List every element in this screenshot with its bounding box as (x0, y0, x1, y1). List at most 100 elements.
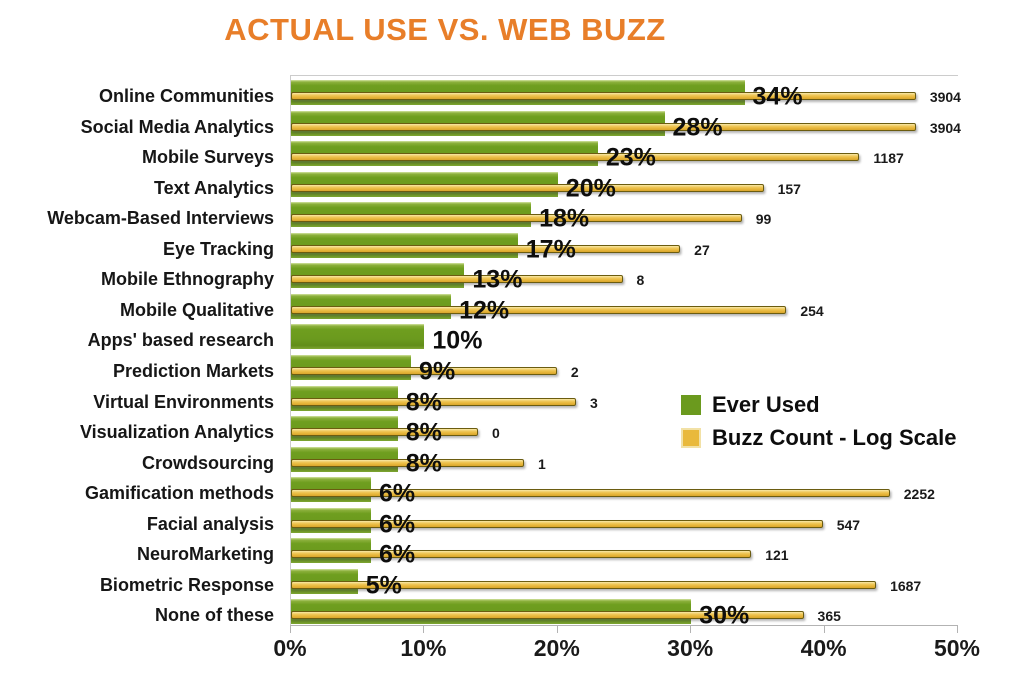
chart-row: 10% (291, 320, 958, 355)
buzz-count-label: 365 (817, 608, 841, 625)
percent-label: 6% (379, 540, 416, 569)
percent-label: 10% (432, 326, 483, 355)
category-label: Mobile Surveys (141, 147, 274, 168)
buzz-bar (291, 153, 860, 162)
x-axis-tick-label: 40% (800, 635, 847, 661)
category-label: Mobile Ethnography (101, 269, 274, 290)
buzz-count-label: 1687 (890, 577, 922, 594)
chart-row: 18% 99 (291, 198, 958, 233)
x-axis-tick-label: 10% (400, 635, 447, 661)
legend-label: Buzz Count - Log Scale (712, 424, 957, 450)
buzz-bar (291, 305, 787, 314)
percent-label: 6% (379, 479, 416, 508)
category-label: Webcam-Based Interviews (47, 208, 274, 229)
legend-label: Ever Used (712, 391, 820, 417)
category-label: Crowdsourcing (141, 452, 274, 473)
percent-label: 8% (405, 449, 442, 478)
percent-label: 23% (605, 143, 656, 172)
percent-label: 6% (379, 510, 416, 539)
buzz-count-label: 99 (755, 211, 772, 228)
category-label: Prediction Markets (112, 361, 274, 381)
buzz-bar (291, 397, 577, 406)
category-label: Gamification methods (84, 483, 274, 504)
buzz-count-label: 547 (836, 516, 861, 533)
x-axis-tick-label: 50% (933, 635, 981, 661)
buzz-bar (291, 183, 764, 192)
buzz-count-label: 254 (800, 302, 824, 319)
chart-row: 34% 3904 (291, 76, 961, 109)
legend-item-buzz-count: Buzz Count - Log Scale (681, 421, 956, 454)
buzz-count-label: 2 (570, 364, 579, 380)
buzz-count-label: 1187 (873, 150, 904, 167)
chart-row: 17% 27 (291, 229, 958, 262)
chart-row: 6% 2252 (291, 473, 958, 508)
buzz-bar (291, 458, 524, 467)
chart-row: 9% 2 (291, 351, 958, 386)
buzz-bar (291, 550, 752, 559)
percent-label: 12% (459, 296, 510, 325)
chart-row: 8% 3 (291, 382, 958, 415)
buzz-bar (291, 367, 557, 375)
chart-row: 6% 121 (291, 534, 958, 569)
category-label: Eye Tracking (162, 238, 274, 259)
x-axis-tick (423, 625, 425, 633)
x-axis-tick (556, 625, 558, 633)
chart-title: ACTUAL USE VS. WEB BUZZ (224, 12, 666, 47)
buzz-bar (291, 428, 478, 437)
buzz-count-label: 3 (590, 394, 598, 411)
buzz-count-label: 1 (538, 455, 546, 472)
chart-row: 6% 547 (291, 504, 958, 539)
percent-label: 9% (419, 357, 456, 386)
category-label: Virtual Environments (93, 391, 274, 412)
buzz-count-label: 2252 (903, 486, 935, 503)
buzz-count-label: 3904 (929, 119, 961, 136)
chart-row: 20% 157 (291, 168, 958, 203)
legend-item-ever-used: Ever Used (681, 388, 956, 421)
category-label: Social Media Analytics (80, 116, 274, 137)
ever-used-bar (291, 324, 425, 350)
legend: Ever Used Buzz Count - Log Scale (681, 388, 956, 454)
chart-row: 5% 1687 (291, 565, 958, 600)
chart-row: 13% 8 (291, 259, 958, 292)
buzz-count-label: 27 (694, 241, 710, 258)
x-axis-tick-label: 30% (667, 635, 714, 661)
buzz-count-label: 121 (765, 547, 789, 564)
x-axis-line (290, 625, 958, 626)
buzz-bar (291, 122, 916, 131)
category-label: None of these (154, 605, 274, 626)
x-axis-tick-label: 20% (533, 635, 580, 661)
buzz-bar (291, 580, 877, 589)
category-label: Facial analysis (146, 513, 274, 534)
buzz-bar (291, 519, 823, 528)
x-axis-tick (957, 625, 958, 633)
buzz-bar (291, 214, 742, 223)
percent-label: 30% (699, 601, 750, 630)
percent-label: 8% (405, 418, 442, 447)
category-label: Visualization Analytics (79, 422, 274, 443)
x-axis-tick (690, 625, 692, 633)
buzz-bar (291, 611, 804, 620)
plot-area: 34% 3904 28% 3904 23% 1187 20% 157 18% 99 17% 27 13%… (290, 75, 961, 630)
buzz-count-label: 8 (636, 272, 645, 289)
buzz-bar (291, 275, 623, 284)
chart-row: 8% 1 (291, 443, 958, 478)
buzz-bar (291, 489, 890, 498)
category-label: Text Analytics (153, 177, 274, 198)
category-label: NeuroMarketing (136, 544, 274, 565)
category-label: Biometric Response (99, 574, 274, 595)
buzz-bar (291, 244, 681, 253)
x-axis-tick (290, 625, 291, 633)
percent-label: 5% (365, 571, 402, 600)
buzz-count-swatch (681, 427, 701, 448)
percent-label: 18% (539, 204, 590, 233)
category-label: Online Communities (98, 86, 274, 106)
chart-row: 28% 3904 (291, 107, 961, 142)
buzz-bar (291, 92, 916, 100)
chart-row: 8% 0 (291, 412, 958, 447)
chart-row: 23% 1187 (291, 137, 958, 172)
percent-label: 20% (565, 174, 616, 203)
category-label: Apps' based research (87, 330, 274, 351)
percent-label: 28% (672, 113, 723, 142)
chart-row: 12% 254 (291, 290, 958, 325)
